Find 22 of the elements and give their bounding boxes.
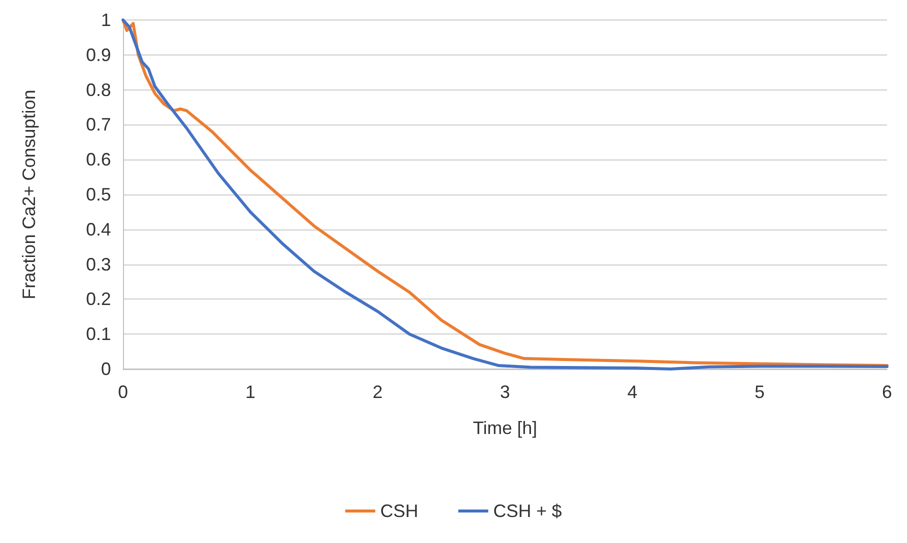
y-tick-label: 0.6 xyxy=(86,150,111,170)
y-axis-title: Fraction Ca2+ Consuption xyxy=(19,90,39,300)
y-tick-label: 0 xyxy=(100,359,111,379)
legend-label: CSH + $ xyxy=(493,501,562,521)
y-tick-label: 0.3 xyxy=(86,254,111,274)
x-tick-label: 0 xyxy=(118,382,128,402)
y-tick-label: 0.7 xyxy=(86,114,111,135)
x-axis-title: Time [h] xyxy=(472,418,538,438)
y-tick-label: 0.2 xyxy=(86,289,111,310)
x-tick-label: 2 xyxy=(372,382,383,402)
y-tick-label: 0.8 xyxy=(86,80,111,100)
x-tick-label: 6 xyxy=(882,382,892,402)
y-tick-label: 1 xyxy=(100,10,111,30)
y-tick-label: 0.1 xyxy=(86,324,111,344)
y-tick-label: 0.5 xyxy=(86,184,111,204)
legend-label: CSH xyxy=(380,501,418,521)
y-tick-label: 0.4 xyxy=(86,219,111,240)
x-tick-label: 4 xyxy=(627,382,638,402)
x-tick-label: 3 xyxy=(500,382,510,402)
y-tick-label: 0.9 xyxy=(86,44,111,65)
x-tick-label: 1 xyxy=(245,382,256,402)
x-tick-label: 5 xyxy=(754,382,765,402)
